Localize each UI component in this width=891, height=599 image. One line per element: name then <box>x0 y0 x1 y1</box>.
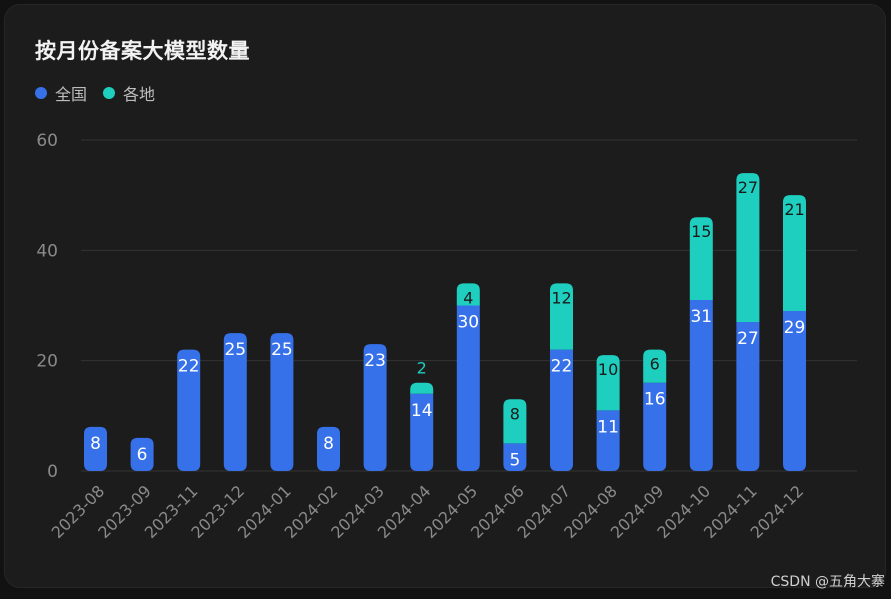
data-label-national: 22 <box>551 357 573 377</box>
data-label-local: 27 <box>738 178 758 197</box>
y-tick-label: 60 <box>36 131 58 151</box>
data-label-national: 14 <box>411 401 433 421</box>
legend-label-local: 各地 <box>123 85 156 104</box>
data-label-local: 4 <box>463 288 473 307</box>
data-label-local: 2 <box>417 359 427 378</box>
bar-national <box>410 393 434 471</box>
data-label-national: 11 <box>597 417 619 437</box>
bar-national <box>177 349 201 471</box>
data-label-national: 27 <box>737 329 759 349</box>
data-label-national: 6 <box>137 445 148 465</box>
y-tick-label: 0 <box>47 462 58 482</box>
bar-national <box>689 299 713 471</box>
data-label-national: 29 <box>784 318 806 338</box>
chart-card: 按月份备案大模型数量 全国 各地 0 20 40 60 8 2023-08 6 2023-09… <box>4 4 886 588</box>
data-label-national: 8 <box>323 434 334 454</box>
legend-item-local[interactable]: 各地 <box>103 81 155 105</box>
bar-national <box>736 322 760 471</box>
bar-local <box>550 283 573 350</box>
data-label-national: 5 <box>509 450 520 470</box>
bar-chart-plot: 020406082023-0862023-09222023-11252023-1… <box>36 131 857 542</box>
bar-local <box>783 195 806 312</box>
bar-national <box>503 443 527 471</box>
bar-national <box>363 344 387 471</box>
bar-local <box>736 173 760 323</box>
bar-national <box>643 382 667 471</box>
legend-dot-national <box>35 87 47 99</box>
data-label-local: 12 <box>551 288 571 307</box>
bar-local <box>456 283 480 306</box>
chart-title: 按月份备案大模型数量 <box>35 39 250 63</box>
y-tick-label: 40 <box>36 241 58 261</box>
data-label-national: 16 <box>644 390 666 410</box>
bar-national <box>317 426 340 471</box>
legend-label-national: 全国 <box>55 85 88 104</box>
data-label-national: 31 <box>690 307 712 327</box>
chart-legend: 全国 各地 <box>35 81 155 105</box>
bar-local <box>689 217 713 300</box>
bar-local <box>503 399 527 444</box>
bar-local <box>643 349 667 383</box>
data-label-national: 8 <box>90 434 101 454</box>
legend-item-national[interactable]: 全国 <box>35 81 87 105</box>
data-label-local: 6 <box>650 355 660 374</box>
y-tick-label: 20 <box>36 352 58 372</box>
bar-national <box>223 333 247 471</box>
bar-national <box>130 437 154 471</box>
data-label-local: 10 <box>598 360 618 379</box>
bar-local <box>596 355 620 411</box>
data-label-national: 25 <box>271 340 293 360</box>
csdn-watermark: CSDN @五角大寨 <box>770 574 885 590</box>
bar-national <box>456 305 480 471</box>
data-label-national: 23 <box>364 351 386 371</box>
data-label-local: 21 <box>784 200 804 219</box>
data-label-national: 25 <box>224 340 246 360</box>
bar-national <box>270 333 294 471</box>
bar-national <box>783 311 806 471</box>
bar-national <box>596 410 620 471</box>
data-label-national: 22 <box>178 357 200 377</box>
data-label-national: 30 <box>457 313 479 333</box>
bar-national <box>550 349 573 471</box>
legend-dot-local <box>103 87 116 99</box>
bar-national <box>84 426 107 471</box>
bar-local <box>410 382 434 394</box>
data-label-local: 15 <box>691 222 711 241</box>
data-label-local: 8 <box>510 404 520 423</box>
